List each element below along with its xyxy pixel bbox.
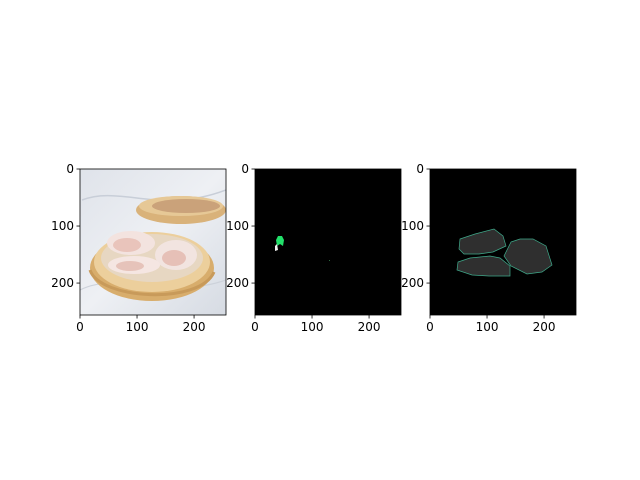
- y-tick-label: 200: [51, 276, 74, 290]
- x-tick-label: 100: [126, 320, 149, 334]
- x-tick-label: 0: [76, 320, 84, 334]
- x-tick-label: 100: [476, 320, 499, 334]
- x-tick-label: 200: [533, 320, 556, 334]
- panel-mask-green: [254, 168, 402, 316]
- axes-frame: [79, 168, 227, 316]
- x-tick-label: 100: [301, 320, 324, 334]
- y-tick-label: 200: [401, 276, 424, 290]
- panel-photo: [79, 168, 227, 316]
- panel-mask-gray: [429, 168, 577, 316]
- mask-small-green-region: [255, 169, 401, 315]
- y-tick-label: 0: [66, 162, 74, 176]
- y-tick-label: 100: [401, 219, 424, 233]
- mask-gray-dumpling-regions: [430, 169, 576, 315]
- x-tick-label: 200: [183, 320, 206, 334]
- y-tick-label: 0: [241, 162, 249, 176]
- photo-dumplings-bamboo-steamer: [80, 169, 226, 315]
- x-tick-label: 200: [358, 320, 381, 334]
- x-tick-label: 0: [251, 320, 259, 334]
- x-tick-label: 0: [426, 320, 434, 334]
- y-tick-label: 100: [226, 219, 249, 233]
- y-tick-label: 100: [51, 219, 74, 233]
- y-tick-label: 0: [416, 162, 424, 176]
- axes-frame: [429, 168, 577, 316]
- axes-frame: [254, 168, 402, 316]
- y-tick-label: 200: [226, 276, 249, 290]
